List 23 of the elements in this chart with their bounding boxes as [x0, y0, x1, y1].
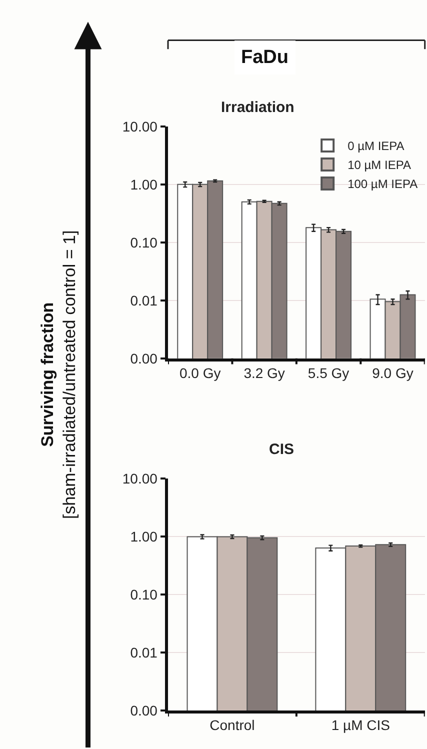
chart-title: FaDu [241, 47, 288, 68]
x-tick-label: 0.0 Gy [179, 364, 221, 381]
y-tick-label: 10.00 [122, 470, 158, 487]
y-tick-label: 0.10 [130, 586, 158, 603]
x-tick-label: 1 µM CIS [331, 717, 390, 734]
legend-label: 0 µM IEPA [348, 139, 404, 154]
y-tick-label: 0.00 [130, 702, 158, 719]
y-tick-label: 1.00 [130, 176, 158, 192]
legend-label: 10 µM IEPA [348, 158, 411, 172]
legend-label: 100 µM IEPA [348, 177, 418, 192]
y-tick-label: 0.10 [130, 234, 158, 250]
y-tick-label: 1.00 [130, 528, 158, 545]
chart-subtitle: Irradiation [221, 99, 294, 116]
y-tick-label: 0.01 [130, 292, 158, 308]
chart-title: CIS [269, 441, 294, 458]
x-tick-label: 9.0 Gy [372, 364, 414, 381]
x-tick-label: Control [210, 717, 255, 734]
y-tick-label: 0.01 [130, 644, 158, 661]
y-tick-label: 0.00 [130, 350, 158, 366]
y-tick-label: 10.00 [122, 118, 158, 134]
x-tick-label: 3.2 Gy [244, 364, 285, 381]
x-tick-label: 5.5 Gy [308, 364, 350, 381]
y-axis-title: Surviving fraction [sham-irradiated/untreated control = 1] [38, 230, 80, 519]
